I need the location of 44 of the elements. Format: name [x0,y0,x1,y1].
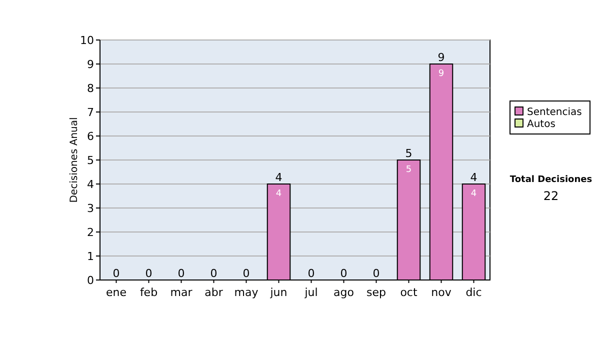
y-tick-label: 5 [87,154,94,167]
x-tick-label: jul [304,286,318,299]
total-label: 0 [308,267,315,280]
x-tick-label: ago [334,286,354,299]
total-label: 0 [178,267,185,280]
data-label: 9 [438,69,444,79]
y-tick-label: 0 [87,274,94,287]
x-tick-label: oct [400,286,418,299]
y-tick-label: 8 [87,82,94,95]
y-tick-label: 1 [87,250,94,263]
data-label: 4 [276,189,282,199]
legend-label: Sentencias [527,107,582,118]
x-tick-label: sep [366,286,386,299]
y-tick-label: 7 [87,106,94,119]
total-label: 5 [405,147,412,160]
y-tick-label: 10 [80,34,94,47]
y-tick-label: 4 [87,178,94,191]
total-label: 0 [145,267,152,280]
total-label: 4 [470,171,478,184]
x-tick-label: dic [466,286,482,299]
y-tick-label: 2 [87,226,94,239]
y-tick-label: 9 [87,58,94,71]
total-label: 0 [112,267,120,280]
x-tick-label: ene [106,286,127,299]
total-label: 4 [275,171,282,184]
x-tick-label: abr [204,286,224,299]
total-label: 9 [438,51,445,64]
x-tick-label: jun [269,286,288,299]
x-tick-label: may [234,286,259,299]
text: 22 [543,189,559,203]
legend-label: Autos [527,119,556,130]
x-tick-label: feb [140,286,158,299]
total-label: 0 [340,267,348,280]
data-label: 5 [406,165,412,175]
y-axis-title: Decisiones Anual [69,117,80,203]
text: Total Decisiones [510,175,592,185]
y-tick-label: 3 [87,202,94,215]
total-label: 0 [242,267,250,280]
total-label: 0 [372,267,380,280]
total-label: 0 [210,267,218,280]
y-tick-label: 6 [87,130,94,143]
x-tick-label: mar [170,286,193,299]
x-tick-label: nov [431,286,452,299]
data-label: 4 [470,189,477,199]
